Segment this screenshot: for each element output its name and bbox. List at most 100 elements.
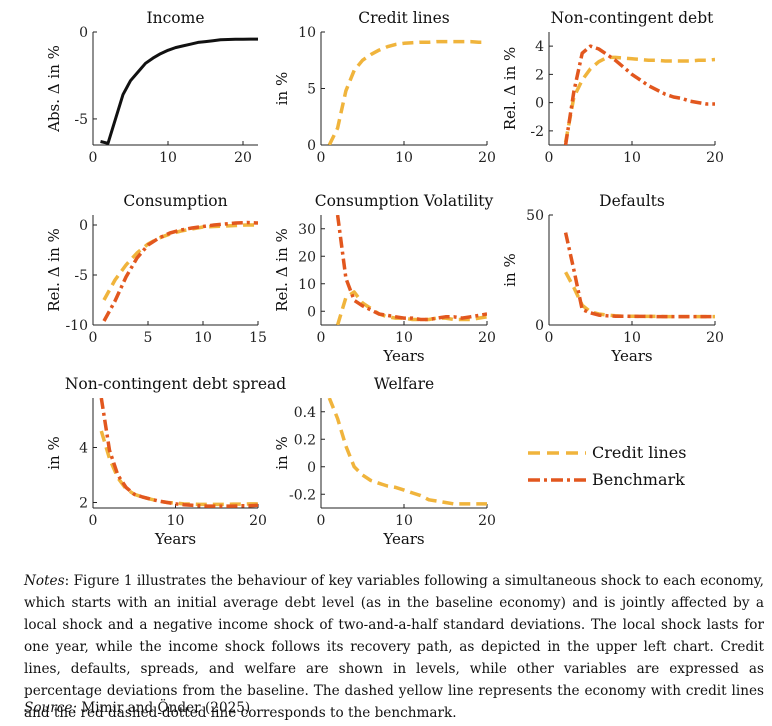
y-tick-label: 0 — [307, 138, 316, 154]
panel-title: Non-contingent debt — [551, 9, 715, 27]
y-tick-label: 5 — [307, 82, 316, 98]
y-tick-label: -5 — [74, 112, 88, 128]
y-tick-label: 10 — [298, 25, 316, 41]
x-axis-label: Years — [154, 530, 196, 548]
y-axis-label: in % — [45, 436, 63, 469]
y-tick-label: 4 — [535, 39, 544, 55]
y-axis-label: Abs. Δ in % — [45, 45, 63, 133]
y-tick-label: 2 — [79, 496, 88, 512]
series-line-benchmark — [563, 44, 715, 145]
panel-title: Credit lines — [358, 9, 450, 27]
y-tick-label: 0 — [79, 218, 88, 234]
x-tick-label: 20 — [478, 330, 496, 346]
x-tick-label: 0 — [89, 513, 98, 529]
x-tick-label: 20 — [706, 150, 724, 166]
series-group — [327, 398, 487, 506]
series-line-benchmark — [102, 220, 258, 322]
y-tick-label: 0 — [535, 96, 544, 112]
x-tick-label: 0 — [89, 330, 98, 346]
y-tick-label: -10 — [65, 318, 88, 334]
series-group — [563, 44, 715, 145]
y-tick-label: 0 — [79, 25, 88, 41]
x-tick-label: 10 — [623, 330, 641, 346]
y-tick-label: 50 — [526, 208, 544, 224]
y-tick-label: 10 — [298, 277, 316, 293]
y-tick-label: 0.4 — [294, 405, 316, 421]
x-tick-label: 20 — [478, 513, 496, 529]
panel-consumption_volatility: 0 10 20 0 10 20 30 Consumption Volatility Rel. Δ… — [273, 192, 496, 365]
x-tick-label: 20 — [478, 150, 496, 166]
series-group — [563, 232, 715, 319]
legend-label-credit-lines: Credit lines — [592, 443, 687, 462]
y-tick-label: 0 — [535, 318, 544, 334]
series-line-benchmark — [563, 232, 715, 319]
panel-consumption: 0 5 10 15 -10 -5 0 Consumption Rel. Δ in % — [45, 192, 267, 346]
y-tick-label: -5 — [74, 268, 88, 284]
series-line-credit-lines — [564, 271, 715, 319]
y-tick-label: 2 — [535, 67, 544, 83]
x-tick-label: 20 — [249, 513, 267, 529]
legend-item-benchmark: Benchmark — [526, 469, 726, 491]
panel-debt_spread: 0 10 20 2 4 Non-contingent debt spread in % Yea… — [45, 375, 286, 548]
legend-swatch-benchmark — [528, 478, 586, 482]
series-line-benchmark — [99, 398, 258, 508]
x-tick-label: 0 — [317, 330, 326, 346]
x-tick-label: 0 — [317, 513, 326, 529]
series-line-credit-lines — [335, 290, 487, 325]
panel-title: Non-contingent debt spread — [65, 375, 286, 393]
series-line-credit-lines — [99, 430, 258, 507]
notes-prefix: Notes — [24, 573, 65, 589]
y-tick-label: 0.2 — [294, 432, 316, 448]
x-tick-label: 20 — [706, 330, 724, 346]
source-prefix: Source: — [24, 700, 77, 716]
series-group — [100, 37, 258, 145]
x-axis-label: Years — [382, 530, 424, 548]
x-tick-label: 0 — [89, 150, 98, 166]
y-tick-label: 4 — [79, 441, 88, 457]
x-tick-label: 5 — [144, 330, 153, 346]
panel-income: 0 10 20 -5 0 Income Abs. Δ in % — [45, 9, 258, 166]
legend: Credit lines Benchmark — [526, 440, 726, 496]
x-tick-label: 10 — [167, 513, 185, 529]
series-group — [327, 39, 487, 145]
y-axis-label: in % — [273, 72, 291, 105]
source-text: Mimir and Önder (2025) — [77, 700, 251, 716]
y-axis-label: Rel. Δ in % — [45, 228, 63, 312]
x-tick-label: 10 — [395, 513, 413, 529]
y-axis-label: in % — [501, 253, 519, 286]
y-tick-label: 30 — [298, 222, 316, 238]
panel-title: Consumption — [123, 192, 227, 210]
legend-label-benchmark: Benchmark — [592, 470, 685, 489]
legend-swatch-credit-lines — [528, 451, 586, 455]
series-group — [335, 215, 487, 325]
x-tick-label: 15 — [249, 330, 267, 346]
x-tick-label: 10 — [194, 330, 212, 346]
panel-defaults: 0 10 20 0 50 Defaults in % Years — [501, 192, 724, 365]
x-tick-label: 10 — [159, 150, 177, 166]
y-axis-label: Rel. Δ in % — [501, 47, 519, 131]
series-line-credit-lines — [102, 223, 258, 301]
x-tick-label: 10 — [395, 150, 413, 166]
notes-paragraph: Notes: Figure 1 illustrates the behaviou… — [24, 570, 764, 724]
x-axis-label: Years — [610, 347, 652, 365]
y-axis-label: in % — [273, 436, 291, 469]
x-tick-label: 0 — [545, 330, 554, 346]
panel-title: Defaults — [599, 192, 665, 210]
panel-title: Consumption Volatility — [315, 192, 494, 210]
x-tick-label: 10 — [395, 330, 413, 346]
x-tick-label: 0 — [317, 150, 326, 166]
y-tick-label: -0.2 — [289, 487, 316, 503]
x-tick-label: 20 — [234, 150, 252, 166]
y-axis-label: Rel. Δ in % — [273, 228, 291, 312]
panel-title: Income — [147, 9, 205, 27]
x-tick-label: 10 — [623, 150, 641, 166]
legend-item-credit-lines: Credit lines — [526, 442, 726, 464]
series-group — [99, 398, 258, 508]
y-tick-label: 0 — [307, 460, 316, 476]
y-tick-label: 20 — [298, 249, 316, 265]
series-line-credit-lines — [327, 398, 487, 506]
y-tick-label: 0 — [307, 304, 316, 320]
